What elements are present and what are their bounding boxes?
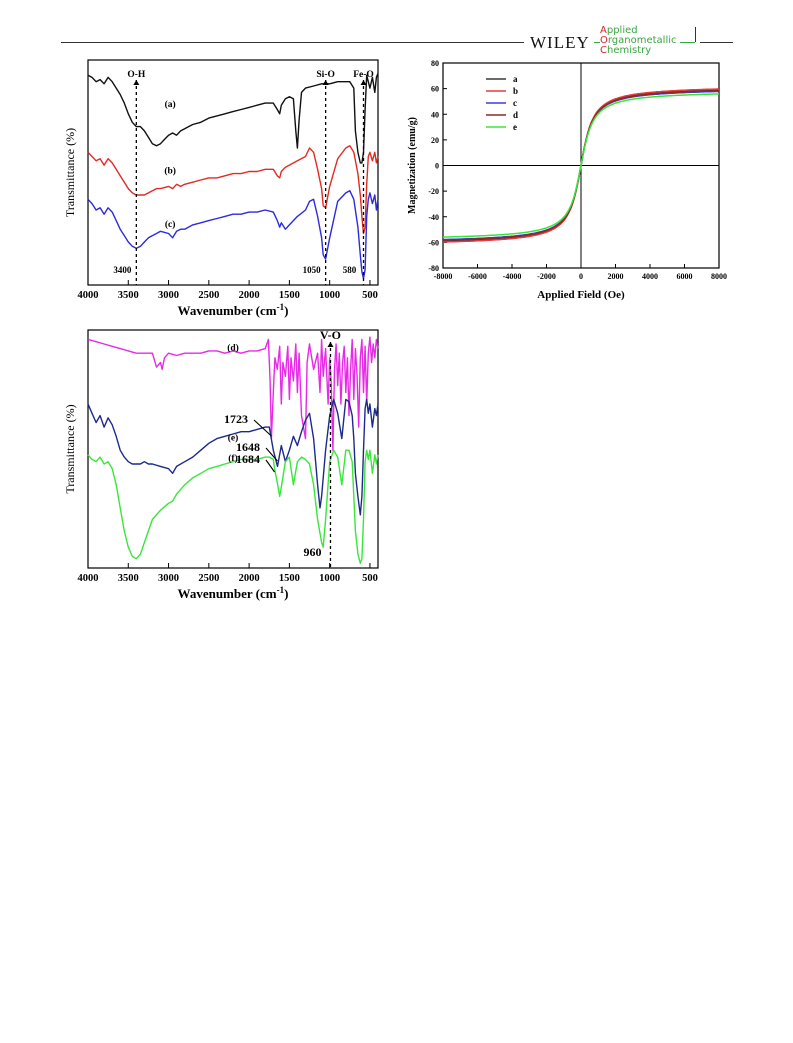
y-axis-label: Transmittance (%) — [63, 128, 77, 217]
legend-label: e — [513, 122, 517, 132]
ftir-chart-bottom: 4000 3500 3000 2500 2000 1500 1000 500 Wavenumbe… — [63, 328, 379, 601]
plot-frame — [87, 59, 379, 286]
x-tick-label: 2000 — [239, 573, 260, 584]
legend-label: b — [513, 86, 518, 96]
x-axis-label: Wavenumber (cm-1) — [178, 302, 289, 318]
series-label: (f) — [228, 453, 238, 464]
journal-logo-line-1: Applied — [600, 25, 638, 36]
series-line-2 — [87, 449, 379, 565]
marker-value-label: 960 — [303, 545, 321, 559]
y-tick-label: -20 — [428, 187, 439, 196]
marker-label: Si-O — [316, 70, 334, 80]
x-tick-label: 2500 — [198, 290, 219, 301]
legend-label: a — [513, 74, 518, 84]
peak-annotation-label: 1648 — [236, 440, 260, 454]
x-axis-label: Wavenumber (cm-1) — [178, 585, 289, 601]
marker-arrow — [360, 80, 367, 85]
peak-annotation-pointer — [253, 419, 272, 437]
publisher-logo: WILEY — [530, 33, 590, 52]
series-line-0 — [87, 72, 379, 164]
series-label: (a) — [165, 99, 176, 110]
x-tick-label: 1500 — [279, 573, 300, 584]
x-tick-label: 6000 — [677, 272, 693, 281]
x-tick-label: 1000 — [319, 573, 340, 584]
x-tick-label: -2000 — [537, 272, 556, 281]
x-tick-label: 4000 — [78, 573, 99, 584]
marker-value-label: 580 — [343, 265, 357, 275]
x-tick-label: 3500 — [118, 290, 139, 301]
x-tick-label: -6000 — [468, 272, 487, 281]
y-axis-label: Magnetization (emu/g) — [407, 117, 418, 214]
journal-logo: Applied Organometallic Chemistry — [600, 26, 677, 56]
x-axis-label: Applied Field (Oe) — [537, 289, 625, 301]
legend-label: c — [513, 98, 517, 108]
peak-annotation-label: 1723 — [224, 412, 248, 426]
journal-logo-dash — [594, 42, 600, 43]
journal-logo-dash — [680, 42, 695, 43]
x-tick-label: 4000 — [78, 290, 99, 301]
series-line-0 — [87, 336, 379, 451]
header-rule — [700, 42, 733, 43]
y-tick-label: -60 — [428, 238, 439, 247]
series-line-1 — [87, 398, 379, 516]
peak-annotation-pointer — [265, 459, 276, 473]
y-tick-label: 20 — [431, 136, 439, 145]
series-label: (c) — [165, 219, 176, 230]
x-tick-label: 500 — [362, 290, 378, 301]
plot-frame — [87, 329, 379, 569]
marker-label: V-O — [320, 328, 341, 342]
page-header: WILEY Applied Organometallic Chemistry — [0, 0, 793, 60]
y-tick-label: -40 — [428, 213, 439, 222]
x-tick-label: 3500 — [118, 573, 139, 584]
x-tick-label: 2000 — [608, 272, 624, 281]
marker-value-label: 1050 — [303, 265, 322, 275]
y-tick-label: 40 — [431, 110, 439, 119]
ftir-chart-top: 4000 3500 3000 2500 2000 1500 1000 500 Wavenumbe… — [63, 59, 379, 318]
series-line-2 — [87, 189, 379, 280]
x-tick-label: 1500 — [279, 290, 300, 301]
y-tick-label: 60 — [431, 85, 439, 94]
marker-arrow — [322, 80, 329, 85]
y-tick-label: -80 — [428, 264, 439, 273]
x-tick-label: -8000 — [434, 272, 453, 281]
x-tick-label: 1000 — [319, 290, 340, 301]
peak-annotation-pointer — [265, 447, 278, 462]
x-tick-label: 500 — [362, 573, 378, 584]
header-rule — [61, 42, 524, 43]
marker-arrow — [133, 80, 140, 85]
series-label: (b) — [164, 165, 176, 176]
legend-label: d — [513, 110, 518, 120]
series-line-e — [442, 93, 720, 238]
series-label: (d) — [227, 342, 239, 353]
x-tick-label: 2000 — [239, 290, 260, 301]
x-tick-label: 4000 — [642, 272, 658, 281]
y-tick-label: 0 — [435, 162, 439, 171]
series-label: (e) — [228, 432, 239, 443]
marker-label: Fe-O — [353, 70, 374, 80]
x-tick-label: 8000 — [711, 272, 727, 281]
peak-annotation-label: 1684 — [236, 452, 260, 466]
y-tick-label: 80 — [431, 59, 439, 68]
y-axis-label: Transmittance (%) — [63, 404, 77, 493]
x-tick-label: 0 — [579, 272, 583, 281]
marker-arrow — [327, 342, 334, 347]
journal-logo-line-3: Chemistry — [600, 45, 652, 56]
magnetization-chart: -8000 -6000 -4000 -2000 0 2000 4000 6000 8000 -80… — [407, 59, 727, 301]
x-tick-label: -4000 — [503, 272, 522, 281]
x-tick-label: 3000 — [158, 290, 179, 301]
journal-logo-line-2: Organometallic — [600, 35, 677, 46]
marker-label: O-H — [127, 70, 146, 80]
x-tick-label: 2500 — [198, 573, 219, 584]
header-tick — [695, 27, 696, 42]
marker-value-label: 3400 — [113, 265, 132, 275]
series-line-1 — [87, 145, 379, 235]
x-tick-label: 3000 — [158, 573, 179, 584]
